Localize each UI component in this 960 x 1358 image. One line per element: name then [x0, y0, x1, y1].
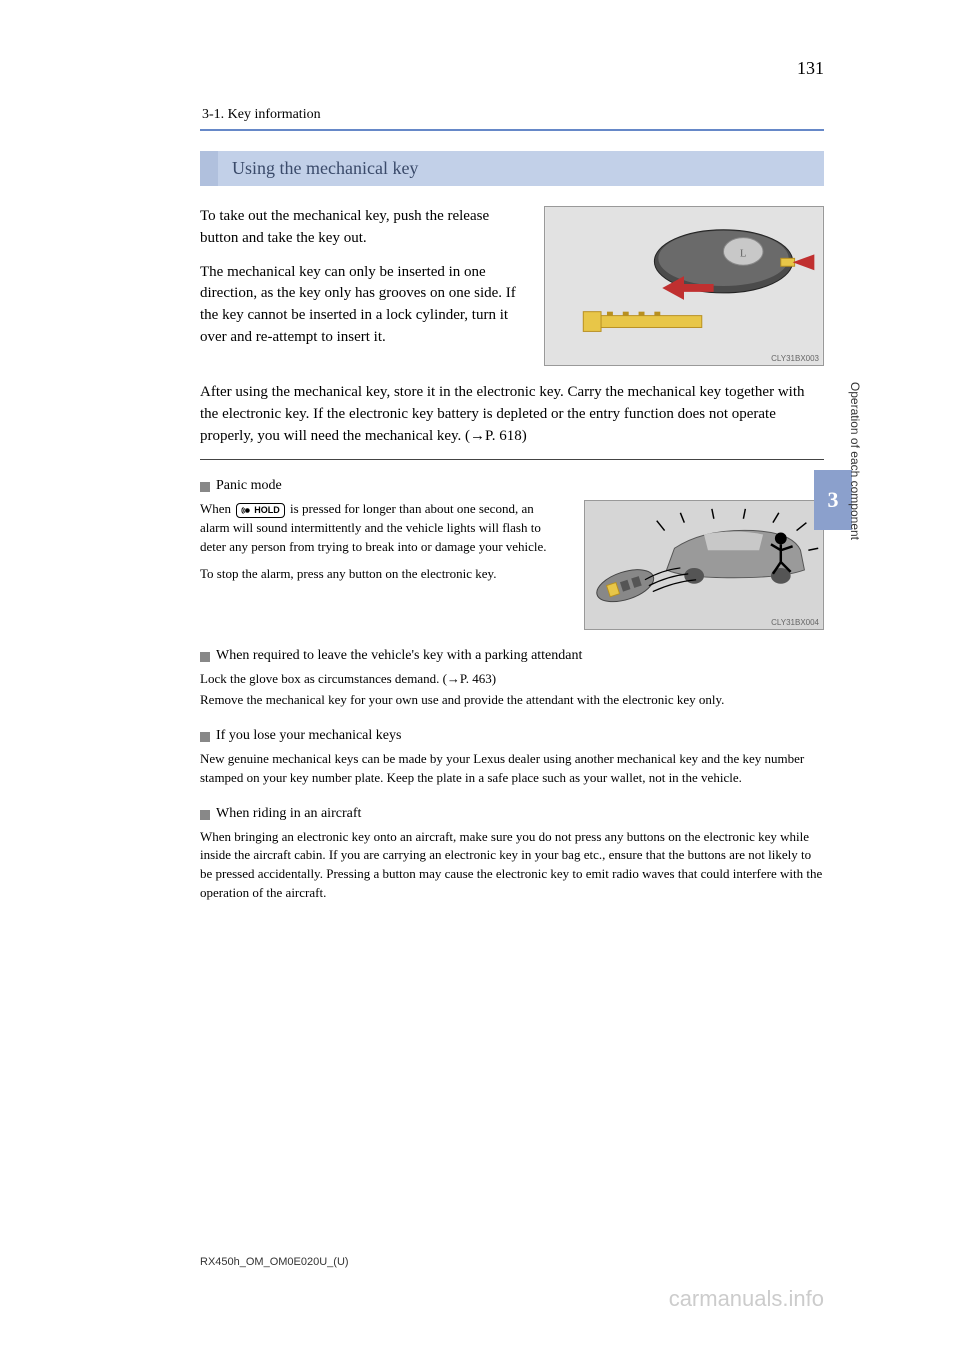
info-block-body: When bringing an electronic key onto an …: [200, 828, 824, 903]
section-para-1: To take out the mechanical key, push the…: [200, 206, 524, 250]
watermark: carmanuals.info: [669, 1286, 824, 1312]
square-bullet-icon: [200, 482, 210, 492]
info-block-heading: If you lose your mechanical keys: [216, 728, 401, 744]
panic-illustration: CLY31BX004: [584, 500, 824, 630]
info-block-body: Lock the glove box as circumstances dema…: [200, 670, 824, 710]
section-para-2: The mechanical key can only be inserted …: [200, 262, 524, 349]
image-code-2: CLY31BX004: [771, 618, 819, 627]
section-para-3: After using the mechanical key, store it…: [200, 382, 824, 447]
info-block: If you lose your mechanical keys New genu…: [200, 728, 824, 788]
document-code: RX450h_OM_OM0E020U_(U): [200, 1256, 349, 1268]
info-block-heading: When required to leave the vehicle's key…: [216, 648, 582, 664]
breadcrumb: 3-1. Key information: [200, 107, 824, 123]
info-block: When riding in an aircraft When bringing …: [200, 806, 824, 903]
svg-text:L: L: [740, 247, 747, 259]
chapter-number: 3: [828, 487, 839, 513]
info-block: When required to leave the vehicle's key…: [200, 648, 824, 710]
hold-label: HOLD: [254, 506, 280, 515]
square-bullet-icon: [200, 810, 210, 820]
info-block-body: New genuine mechanical keys can be made …: [200, 750, 824, 788]
header-rule: [200, 129, 824, 131]
panic-body-2: To stop the alarm, press any button on t…: [200, 565, 564, 584]
square-bullet-icon: [200, 652, 210, 662]
square-bullet-icon: [200, 732, 210, 742]
panic-body: When HOLD is pressed for longer than abo…: [200, 500, 564, 557]
panic-body-1a: When: [200, 501, 234, 516]
chapter-tab: 3: [814, 470, 852, 530]
image-code-1: CLY31BX003: [771, 354, 819, 363]
page-number: 131: [200, 58, 824, 79]
thin-rule: [200, 459, 824, 460]
keyfob-illustration: L CLY31BX003: [544, 206, 824, 366]
chapter-tab-label: Operation of each component: [848, 382, 862, 540]
section-heading: Using the mechanical key: [200, 151, 824, 186]
hold-button-icon: HOLD: [236, 503, 285, 518]
info-block-heading: When riding in an aircraft: [216, 806, 361, 822]
panic-heading: Panic mode: [216, 478, 282, 494]
